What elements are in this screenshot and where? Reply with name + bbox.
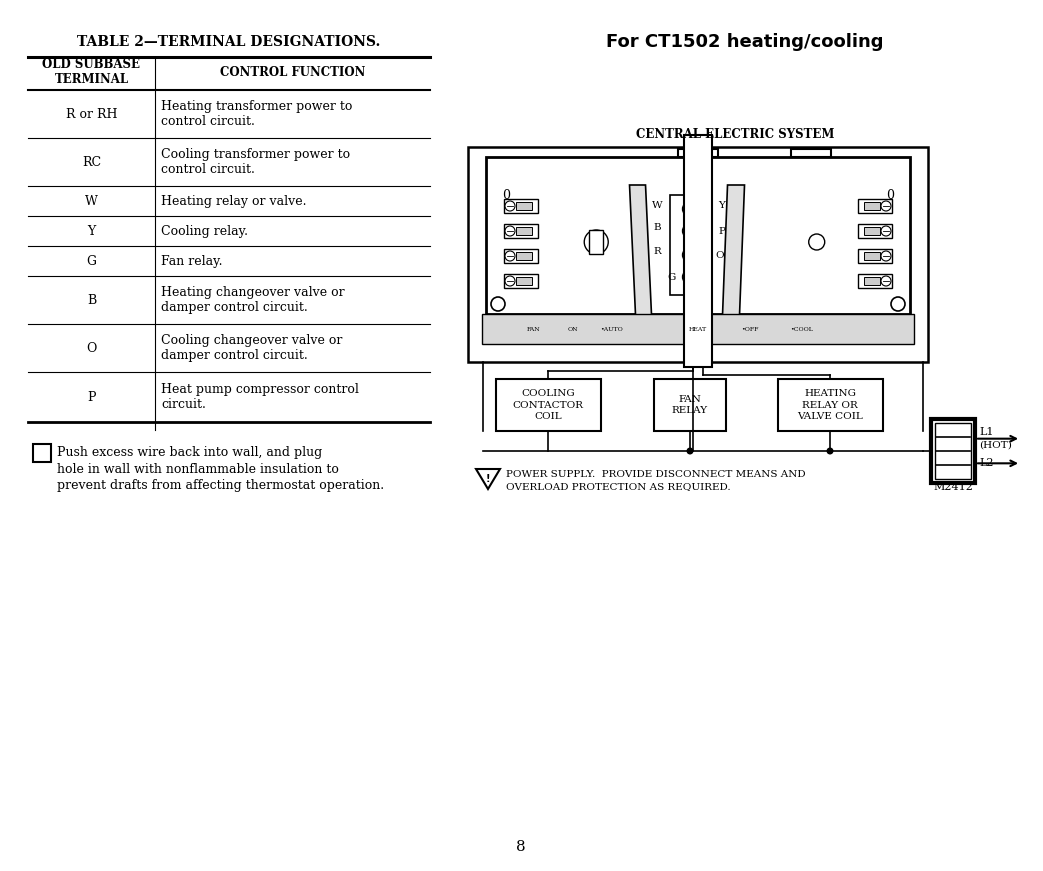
- Text: •COOL: •COOL: [791, 327, 814, 332]
- Text: Push excess wire back into wall, and plug
hole in wall with nonflammable insulat: Push excess wire back into wall, and plu…: [57, 446, 384, 492]
- Text: HEAT: HEAT: [689, 327, 707, 332]
- Circle shape: [881, 276, 891, 286]
- Bar: [654, 379, 726, 431]
- Bar: [504, 224, 538, 238]
- Circle shape: [682, 248, 697, 262]
- Text: CENTRAL ELECTRIC SYSTEM: CENTRAL ELECTRIC SYSTEM: [636, 129, 834, 141]
- Bar: [589, 230, 603, 254]
- Text: L2: L2: [979, 458, 994, 469]
- Bar: [504, 199, 538, 213]
- Text: Heating relay or valve.: Heating relay or valve.: [161, 194, 307, 207]
- Circle shape: [891, 297, 905, 311]
- Text: G: G: [87, 254, 97, 267]
- Bar: [935, 423, 971, 479]
- Text: COOLING
CONTACTOR
COIL: COOLING CONTACTOR COIL: [512, 389, 583, 421]
- Text: W: W: [652, 200, 663, 210]
- Bar: [495, 379, 601, 431]
- Text: B: B: [87, 294, 96, 307]
- Text: OLD SUBBASE
TERMINAL: OLD SUBBASE TERMINAL: [43, 58, 141, 86]
- Circle shape: [682, 224, 697, 238]
- Bar: [864, 227, 880, 235]
- Circle shape: [881, 226, 891, 236]
- Text: Y: Y: [88, 225, 96, 238]
- Polygon shape: [476, 469, 500, 489]
- Circle shape: [682, 202, 697, 216]
- Text: Heat pump compressor control
circuit.: Heat pump compressor control circuit.: [161, 382, 359, 411]
- Bar: [504, 274, 538, 288]
- Bar: [516, 277, 532, 285]
- Circle shape: [682, 270, 697, 284]
- Circle shape: [881, 201, 891, 211]
- Text: Fan relay.: Fan relay.: [161, 254, 222, 267]
- Circle shape: [584, 230, 608, 254]
- Bar: [670, 195, 709, 295]
- Circle shape: [808, 234, 825, 250]
- Bar: [486, 157, 909, 314]
- Text: Cooling transformer power to
control circuit.: Cooling transformer power to control cir…: [161, 148, 350, 176]
- Text: M2412: M2412: [933, 482, 973, 492]
- Circle shape: [505, 276, 515, 286]
- Text: CONTROL FUNCTION: CONTROL FUNCTION: [220, 65, 365, 78]
- Text: R or RH: R or RH: [66, 107, 117, 120]
- Text: ON: ON: [567, 327, 578, 332]
- Text: Heating changeover valve or
damper control circuit.: Heating changeover valve or damper contr…: [161, 286, 344, 314]
- Text: Cooling changeover valve or
damper control circuit.: Cooling changeover valve or damper contr…: [161, 334, 342, 362]
- Text: B: B: [654, 222, 661, 232]
- Bar: [683, 135, 711, 367]
- Bar: [864, 202, 880, 210]
- Text: •AUTO: •AUTO: [600, 327, 623, 332]
- Text: G: G: [668, 273, 676, 281]
- Bar: [504, 249, 538, 263]
- Bar: [468, 147, 928, 362]
- Circle shape: [491, 297, 505, 311]
- Bar: [516, 202, 532, 210]
- Text: (HOT): (HOT): [979, 441, 1012, 449]
- Bar: [678, 149, 718, 157]
- Polygon shape: [630, 185, 652, 315]
- Bar: [864, 252, 880, 260]
- Text: FAN: FAN: [527, 327, 540, 332]
- Polygon shape: [723, 185, 745, 315]
- Circle shape: [505, 251, 515, 261]
- Text: 0: 0: [886, 188, 894, 201]
- Text: TABLE 2—TERMINAL DESIGNATIONS.: TABLE 2—TERMINAL DESIGNATIONS.: [77, 35, 381, 49]
- Text: 8: 8: [516, 840, 526, 854]
- Text: POWER SUPPLY.  PROVIDE DISCONNECT MEANS AND
OVERLOAD PROTECTION AS REQUIRED.: POWER SUPPLY. PROVIDE DISCONNECT MEANS A…: [506, 470, 805, 490]
- Bar: [931, 419, 975, 483]
- Bar: [516, 227, 532, 235]
- Text: R: R: [654, 246, 661, 255]
- Text: Heating transformer power to
control circuit.: Heating transformer power to control cir…: [161, 100, 353, 128]
- Text: O: O: [87, 341, 97, 354]
- Text: P: P: [718, 226, 725, 235]
- Bar: [777, 379, 882, 431]
- Bar: [792, 149, 831, 157]
- Text: W: W: [86, 194, 98, 207]
- Text: O: O: [715, 251, 724, 260]
- Circle shape: [686, 448, 694, 455]
- Bar: [864, 277, 880, 285]
- Text: HEATING
RELAY OR
VALVE COIL: HEATING RELAY OR VALVE COIL: [797, 389, 863, 421]
- Bar: [482, 314, 914, 344]
- Text: FAN
RELAY: FAN RELAY: [672, 395, 708, 415]
- Bar: [516, 252, 532, 260]
- Text: P: P: [88, 390, 96, 403]
- Bar: [858, 199, 892, 213]
- Text: 0: 0: [502, 188, 510, 201]
- Text: L1: L1: [979, 427, 994, 436]
- Text: Y: Y: [718, 200, 725, 210]
- Text: For CT1502 heating/cooling: For CT1502 heating/cooling: [606, 33, 883, 51]
- Circle shape: [826, 448, 833, 455]
- Text: !: !: [486, 474, 490, 484]
- Bar: [858, 274, 892, 288]
- Circle shape: [505, 201, 515, 211]
- Bar: [33, 444, 51, 462]
- Bar: [858, 249, 892, 263]
- Text: Cooling relay.: Cooling relay.: [161, 225, 248, 238]
- Text: RC: RC: [82, 156, 101, 168]
- Circle shape: [881, 251, 891, 261]
- Text: •OFF: •OFF: [742, 327, 758, 332]
- Circle shape: [505, 226, 515, 236]
- Bar: [858, 224, 892, 238]
